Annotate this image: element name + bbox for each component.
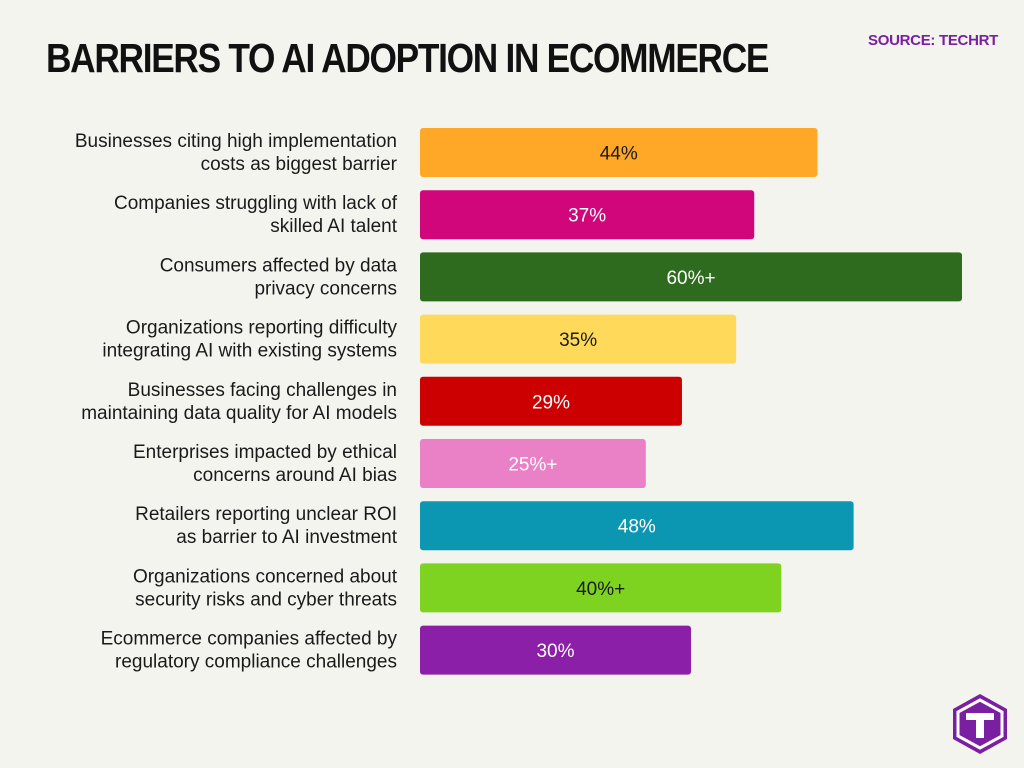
bar <box>420 190 755 240</box>
category-label-line: maintaining data quality for AI models <box>81 403 397 424</box>
category-label-line: skilled AI talent <box>270 216 397 237</box>
bar-value-label: 44% <box>600 144 638 165</box>
category-label-line: Ecommerce companies affected by <box>101 629 398 650</box>
bar <box>420 439 646 488</box>
category-label-line: costs as biggest barrier <box>201 154 398 175</box>
category-label-line: integrating AI with existing systems <box>102 341 397 362</box>
category-label: Enterprises impacted by ethical concerns … <box>133 442 397 486</box>
category-label-line: Businesses facing challenges in <box>128 380 397 401</box>
category-label-line: as barrier to AI investment <box>176 527 397 548</box>
bar-value-label: 30% <box>536 641 574 662</box>
bar-value-label: 29% <box>532 392 570 413</box>
category-label: Organizations reporting difficulty integr… <box>102 318 397 362</box>
bar-value-label: 25%+ <box>508 455 557 476</box>
category-label-line: Organizations reporting difficulty <box>126 318 398 339</box>
bar <box>420 563 782 613</box>
category-label-line: concerns around AI bias <box>193 465 397 486</box>
category-label-line: regulatory compliance challenges <box>115 652 397 673</box>
category-label-line: Companies struggling with lack of <box>114 193 398 214</box>
bar-value-label: 60%+ <box>666 268 715 289</box>
category-label: Businesses citing high implementation cos… <box>75 131 398 175</box>
page-title: BARRIERS TO AI ADOPTION IN ECOMMERCE <box>46 35 769 81</box>
category-label: Businesses facing challenges in maintaini… <box>81 380 397 424</box>
bar <box>420 252 962 302</box>
source-label: SOURCE: TECHRT <box>868 32 998 49</box>
bar <box>420 625 691 675</box>
category-label: Organizations concerned about security ri… <box>133 566 398 610</box>
bar <box>420 376 682 426</box>
category-label-line: Consumers affected by data <box>160 255 398 276</box>
bar <box>420 128 818 177</box>
category-label-line: Retailers reporting unclear ROI <box>135 504 397 525</box>
category-label-line: Enterprises impacted by ethical <box>133 442 397 463</box>
bar <box>420 501 854 551</box>
category-label: Ecommerce companies affected by regulator… <box>101 629 398 673</box>
category-label-line: privacy concerns <box>254 278 397 299</box>
category-label: Retailers reporting unclear ROI as barrie… <box>135 504 398 548</box>
bar-value-label: 40%+ <box>576 579 625 600</box>
category-label-line: security risks and cyber threats <box>135 589 397 610</box>
bar-value-label: 35% <box>559 330 597 351</box>
category-label: Companies struggling with lack of skilled… <box>114 193 398 237</box>
category-label-line: Organizations concerned about <box>133 566 398 587</box>
techrt-logo-icon <box>953 694 1007 754</box>
bar <box>420 314 737 364</box>
bar-value-label: 37% <box>568 206 606 227</box>
bar-value-label: 48% <box>618 517 656 538</box>
category-label-line: Businesses citing high implementation <box>75 131 397 152</box>
category-label: Consumers affected by data privacy concer… <box>160 255 398 299</box>
